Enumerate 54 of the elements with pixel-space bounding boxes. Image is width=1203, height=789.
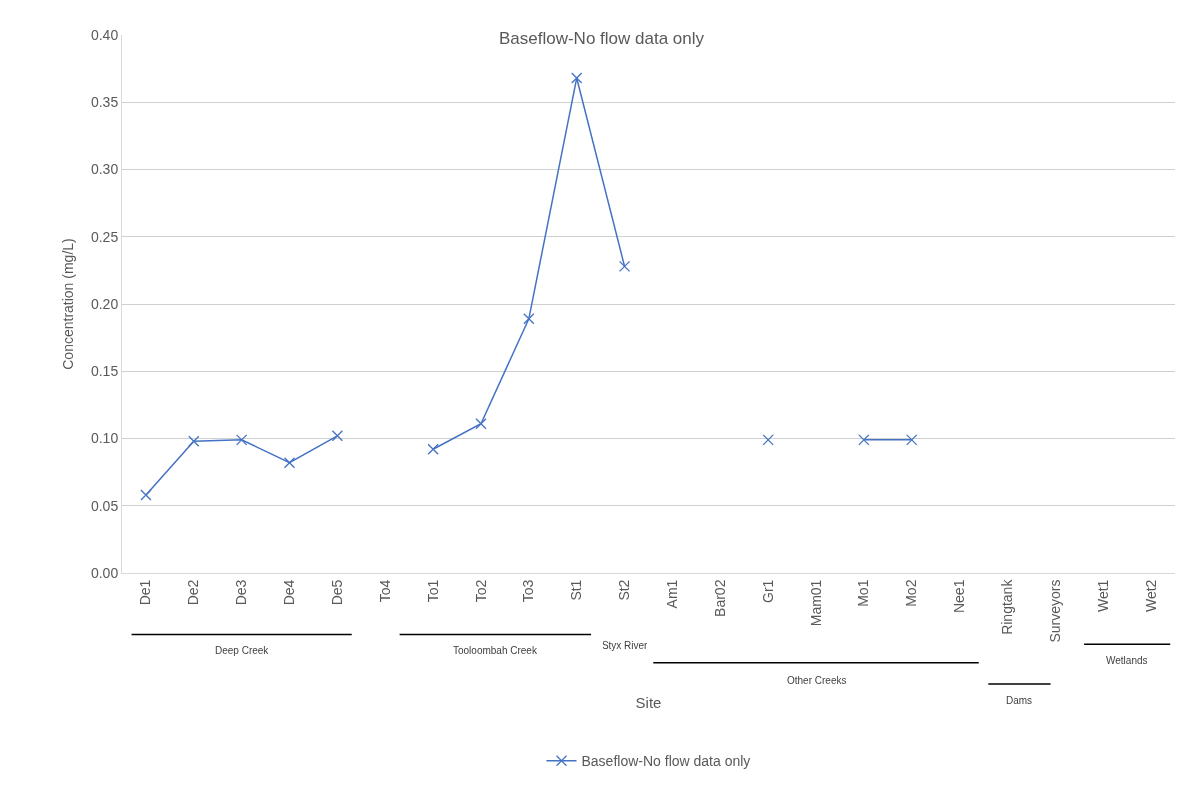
point (858, 434, 870, 446)
x-tick-label: De5 (328, 579, 345, 606)
text: Other Creeks (787, 675, 847, 686)
x-tick-label: Wet2 (1142, 579, 1159, 613)
point (140, 489, 152, 501)
point (571, 72, 583, 84)
x-tick-label: To1 (424, 579, 441, 603)
x-tick-label: Am1 (663, 579, 680, 609)
y-axis-title: Concentration (mg/L) (59, 238, 76, 370)
x-tick-label: Gr1 (759, 579, 776, 603)
x-tick-label: To3 (520, 579, 537, 603)
legend-label: Baseflow-No flow data only (581, 753, 751, 770)
y-tick-label: 0.25 (90, 228, 119, 245)
x-tick-label: Mo1 (855, 579, 872, 607)
y-tick-label: 0.20 (90, 295, 119, 312)
x-tick-label: Wet1 (1094, 579, 1111, 613)
point (618, 260, 631, 272)
point (427, 443, 439, 455)
y-tick-label: 0.30 (90, 161, 119, 178)
y-tick-label: 0.15 (90, 363, 119, 380)
y-tick-label: 0.40 (90, 26, 119, 43)
point (906, 434, 918, 446)
x-tick-label: Mo2 (903, 579, 920, 607)
y-tick-label: 0.05 (90, 497, 119, 514)
x-tick-label: Mam01 (807, 579, 824, 627)
x-tick-label: Nee1 (951, 579, 968, 614)
y-tick-label: 0.35 (90, 94, 119, 111)
point (236, 434, 248, 446)
x-tick-label: De1 (137, 579, 154, 606)
point (762, 434, 774, 446)
text: Deep Creek (215, 645, 270, 656)
x-tick-label: To4 (376, 579, 393, 603)
x-axis-title: Site (635, 693, 662, 711)
text: Dams (1006, 695, 1033, 706)
point (188, 435, 200, 447)
point (523, 313, 535, 325)
x-tick-label: De3 (233, 579, 250, 606)
point (331, 430, 344, 442)
text: Wetlands (1106, 655, 1148, 666)
y-tick-label: 0.10 (90, 430, 119, 447)
x-tick-label: De4 (281, 579, 298, 606)
point (475, 418, 487, 430)
text: Tooloombah Creek (453, 645, 538, 656)
x-tick-label: Ringtank (999, 578, 1016, 635)
point (283, 457, 296, 469)
x-tick-label: To2 (472, 579, 489, 603)
x-tick-label: St1 (568, 579, 585, 601)
x-tick-label: St2 (616, 579, 633, 601)
text: Styx River (601, 640, 649, 651)
x-tick-label: Surveyors (1046, 579, 1063, 643)
x-tick-label: Bar02 (711, 579, 728, 617)
y-tick-label: 0.00 (90, 564, 119, 581)
x-tick-label: De2 (185, 579, 202, 606)
chart-title: Baseflow-No flow data only (498, 28, 705, 48)
